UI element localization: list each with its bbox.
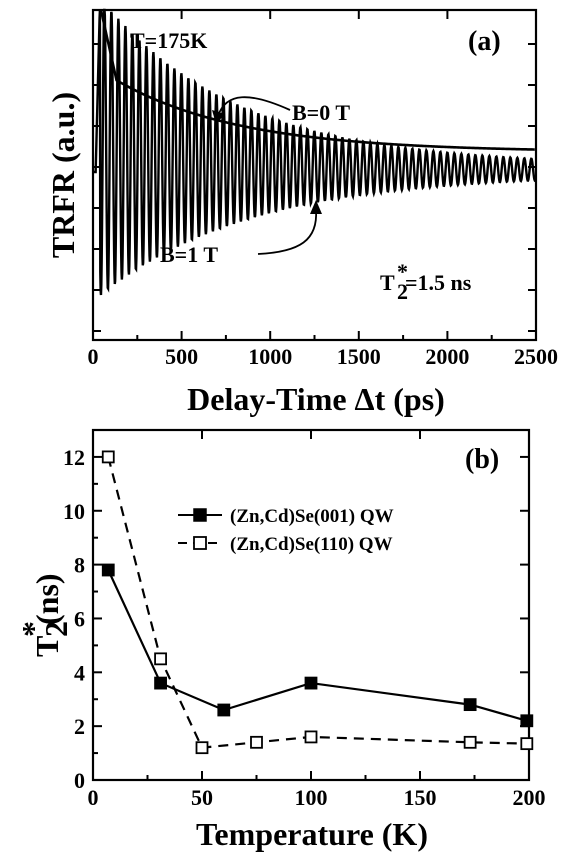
panel-b-ytick-label: 10: [63, 499, 85, 524]
data-point-110: [154, 652, 167, 666]
data-point-110: [520, 737, 534, 751]
panel-b: 0 50 100 150 200 0 2 4 6 8 10 12 (b) (Zn,Cd)Se(001)…: [15, 428, 546, 852]
panel-b-ylabel: T 2 * (ns): [15, 573, 74, 657]
series-line-0: [107, 569, 528, 722]
panel-b-ylabel-main: T: [29, 636, 65, 657]
panel-a-curves: [93, 8, 538, 296]
panel-b-ytick-label: 12: [63, 445, 85, 470]
panel-a-xtick-label: 1500: [337, 344, 381, 369]
panel-a-xtick-label: 0: [88, 344, 99, 369]
legend: (Zn,Cd)Se(001) QW (Zn,Cd)Se(110) QW: [178, 506, 394, 555]
b0-label: B=0 T: [292, 100, 350, 125]
panel-b-ylabel-unit: (ns): [29, 573, 65, 625]
b1-arrow: [257, 209, 317, 255]
data-point-001: [217, 703, 231, 717]
panel-b-frame: [91, 428, 531, 782]
panel-b-ytick-label: 8: [74, 553, 85, 578]
t2-annotation-main: T: [380, 270, 395, 295]
legend-label-110: (Zn,Cd)Se(110) QW: [230, 534, 393, 555]
panel-a: 0 500 1000 1500 2000 2500 T=175K (a) B=0 T B=…: [45, 8, 558, 417]
data-point-001: [463, 698, 477, 712]
t2-annotation: T 2 * =1.5 ns: [380, 259, 472, 304]
panel-a-xtick-label: 1000: [248, 344, 292, 369]
panel-b-ytick-label: 0: [74, 768, 85, 793]
data-point-110: [463, 735, 477, 749]
panel-a-xtick-label: 500: [165, 344, 198, 369]
data-point-001: [154, 676, 167, 690]
panel-b-xtick-label: 200: [513, 785, 546, 810]
data-point-001: [304, 676, 318, 690]
panel-b-series: [101, 450, 534, 755]
t2-annotation-sup: *: [397, 259, 408, 284]
data-point-110: [195, 741, 209, 755]
panel-a-ylabel: TRFR (a.u.): [45, 92, 81, 258]
legend-item-001: (Zn,Cd)Se(001) QW: [178, 506, 394, 527]
panel-a-xtick-label: 2000: [425, 344, 469, 369]
legend-marker-open-square: [193, 536, 207, 550]
panel-b-xlabel: Temperature (K): [196, 816, 428, 852]
legend-item-110: (Zn,Cd)Se(110) QW: [178, 534, 393, 555]
legend-marker-filled-square: [193, 508, 207, 522]
b1-label: B=1 T: [160, 242, 218, 267]
data-point-110: [250, 735, 263, 749]
panel-b-ylabel-sub: 2: [38, 621, 74, 637]
data-point-001: [101, 563, 115, 577]
panel-a-ticks: 0 500 1000 1500 2000 2500: [88, 10, 558, 369]
temperature-annotation: T=175K: [130, 28, 207, 53]
panel-b-xtick-label: 0: [88, 785, 99, 810]
series-b1: [93, 8, 538, 296]
panel-a-label: (a): [468, 26, 501, 57]
b0-arrow: [217, 96, 291, 117]
data-point-001: [520, 714, 534, 728]
panel-b-xtick-label: 100: [295, 785, 328, 810]
panel-a-xlabel: Delay-Time Δt (ps): [187, 381, 445, 417]
t2-annotation-sub: 2: [397, 279, 408, 304]
panel-b-ylabel-sup: *: [15, 621, 51, 637]
panel-b-ytick-label: 2: [74, 714, 85, 739]
legend-label-001: (Zn,Cd)Se(001) QW: [230, 506, 394, 527]
b1-arrowhead: [310, 200, 322, 214]
data-point-110: [101, 450, 115, 464]
b0-arrowhead: [212, 110, 225, 124]
panel-b-xtick-label: 150: [404, 785, 437, 810]
panel-a-xtick-label: 2500: [514, 344, 558, 369]
panel-b-xtick-label: 50: [191, 785, 213, 810]
panel-b-ytick-label: 6: [74, 606, 85, 631]
panel-b-ytick-label: 4: [74, 660, 85, 685]
t2-annotation-value: =1.5 ns: [405, 270, 472, 295]
panel-b-label: (b): [465, 444, 499, 475]
data-point-110: [304, 730, 318, 744]
panel-b-ticks: 0 50 100 150 200 0 2 4 6 8 10 12: [63, 430, 546, 810]
